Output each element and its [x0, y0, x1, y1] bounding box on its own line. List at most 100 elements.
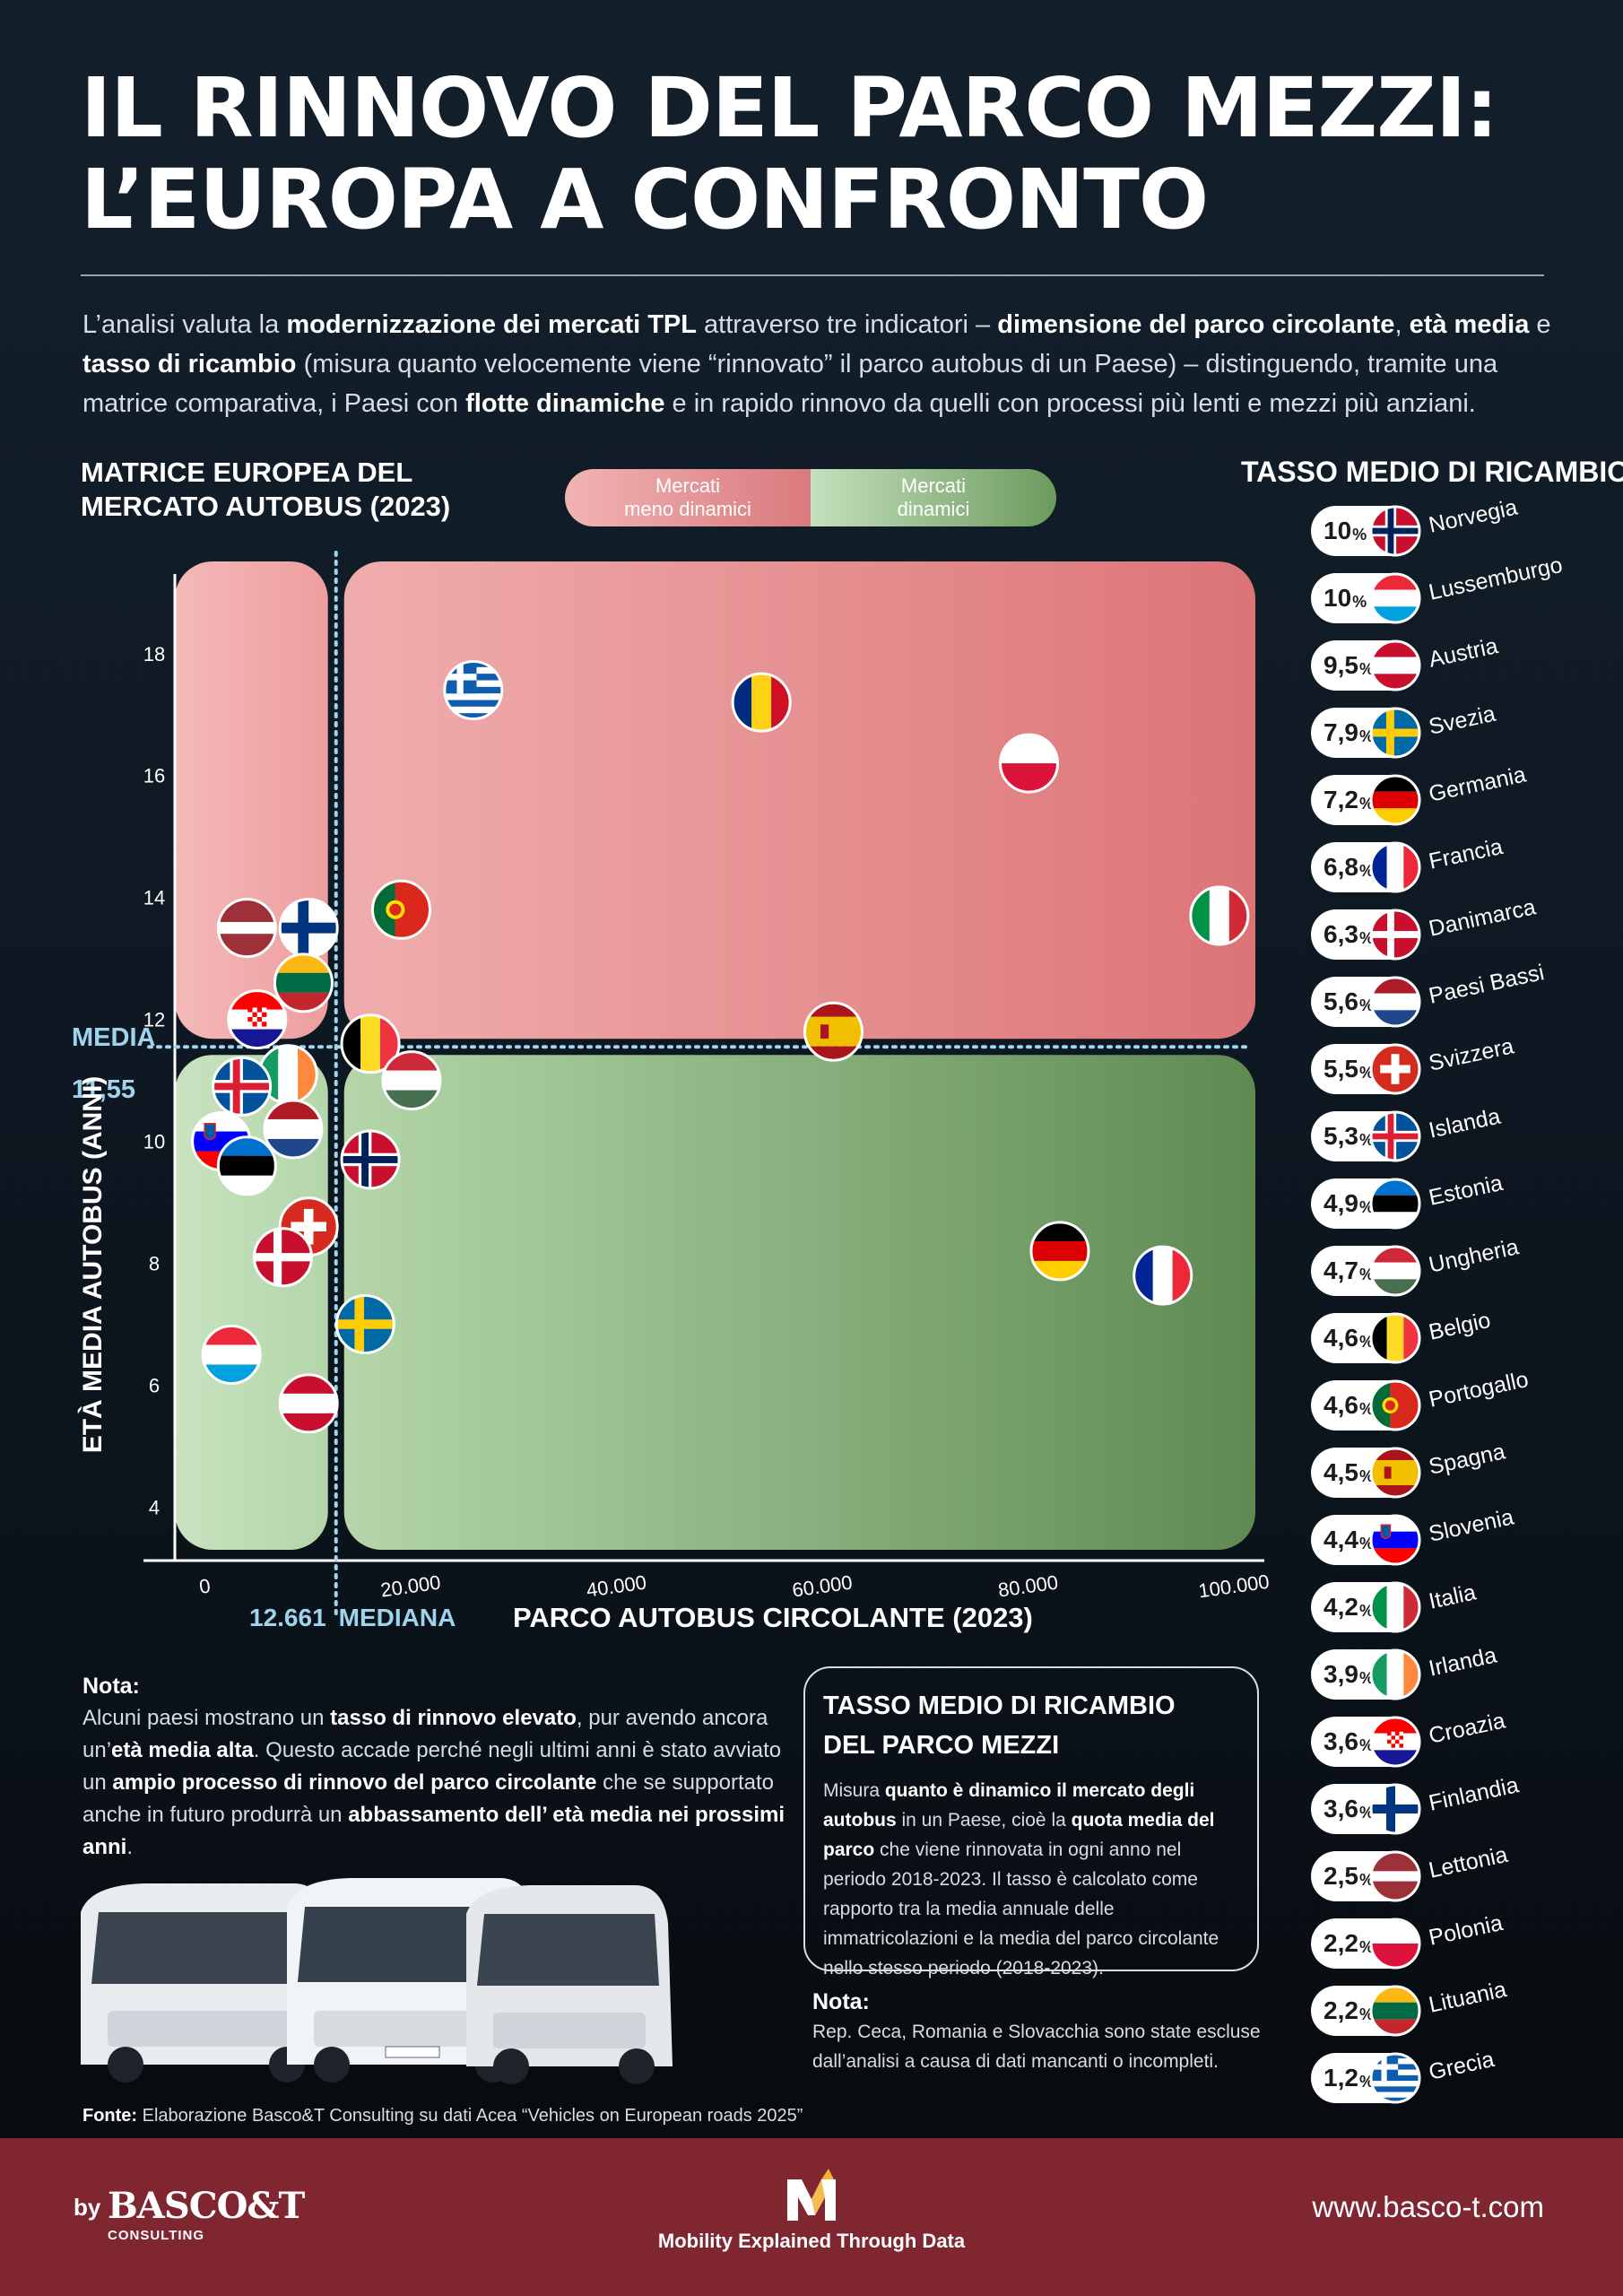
note-high-renewal: Nota: Alcuni paesi mostrano un tasso di …: [82, 1670, 791, 1864]
title-line-2: L’EUROPA A CONFRONTO: [81, 152, 1209, 248]
rate-item: 4,5% Spagna: [1311, 1439, 1616, 1499]
title-line-1: IL RINNOVO DEL PARCO MEZZI:: [81, 60, 1498, 156]
matrix-title: MATRICE EUROPEA DEL MERCATO AUTOBUS (202…: [81, 456, 457, 524]
flag-slovenia-icon: [1369, 1514, 1421, 1566]
rate-item: 5,6% Paesi Bassi: [1311, 960, 1616, 1028]
note-text: , pur avendo ancora un’: [82, 1706, 768, 1762]
rate-item: 1,2% Grecia: [1311, 2047, 1616, 2104]
page-title: IL RINNOVO DEL PARCO MEZZI: L’EUROPA A C…: [81, 60, 1498, 248]
note-text: Alcuni paesi mostrano un: [82, 1706, 331, 1730]
website-link[interactable]: www.basco-t.com: [1312, 2190, 1544, 2223]
rate-number: 4,2: [1324, 1593, 1358, 1621]
rate-number: 2,5: [1324, 1862, 1358, 1890]
source-label: Fonte:: [82, 2106, 138, 2126]
note-heading: Nota:: [82, 1674, 140, 1699]
point-germany: [1029, 1221, 1090, 1282]
rate-item: 4,4% Slovenia: [1311, 1504, 1616, 1566]
rate-number: 4,5: [1324, 1458, 1358, 1486]
intro-bold: modernizzazione dei mercati TPL: [286, 310, 697, 339]
rate-item: 6,3% Danimarca: [1311, 894, 1616, 961]
point-romania: [731, 672, 792, 733]
y-tick-label: 8: [149, 1253, 160, 1275]
note-bold: abbassamento dell’ età media nei prossim…: [82, 1803, 785, 1859]
flag-croatia-icon: [1369, 1716, 1421, 1768]
rate-number: 1,2: [1324, 2064, 1358, 2092]
intro-bold: età media: [1409, 310, 1530, 339]
brand-subtitle: CONSULTING: [108, 2228, 205, 2243]
rate-number: 10: [1324, 517, 1352, 544]
rate-number: 3,6: [1324, 1727, 1358, 1755]
y-tick-label: 18: [143, 643, 165, 665]
rate-item: 5,5% Svizzera: [1311, 1033, 1616, 1095]
x-tick-label: 60.000: [791, 1571, 854, 1602]
quadrant-large-young: [343, 1055, 1255, 1550]
note-bold: età media alta: [111, 1738, 254, 1762]
flag-switzerland-icon: [1369, 1043, 1421, 1095]
rate-country: Svezia: [1426, 700, 1498, 740]
intro-text: ,: [1394, 310, 1410, 339]
definition-text: Misura quanto è dinamico il mercato degl…: [823, 1776, 1239, 1983]
flag-estonia-icon: [1369, 1178, 1421, 1230]
intro-bold: flotte dinamiche: [465, 389, 665, 418]
flag-italy-icon: [1369, 1581, 1421, 1633]
median-label: 12.661 MEDIANA: [249, 1604, 456, 1632]
point-denmark: [253, 1227, 313, 1288]
point-portugal: [370, 879, 431, 940]
rate-item: 7,2% Germania: [1311, 761, 1616, 826]
mean-age-label: MEDIA 11,55: [72, 1012, 155, 1116]
flag-hungary-icon: [1369, 1245, 1421, 1297]
point-austria: [278, 1373, 339, 1434]
rate-number: 4,4: [1324, 1526, 1358, 1553]
point-estonia: [216, 1135, 277, 1196]
rate-unit: %: [1352, 592, 1367, 611]
point-greece: [443, 660, 504, 721]
point-latvia: [216, 898, 277, 959]
rate-country: Irlanda: [1426, 1642, 1499, 1682]
rate-item: 4,6% Belgio: [1311, 1308, 1616, 1364]
rate-country: Italia: [1426, 1579, 1479, 1614]
flag-portugal-icon: [1369, 1379, 1421, 1431]
rate-item: 2,2% Polonia: [1311, 1910, 1616, 1970]
rate-item: 4,7% Ungheria: [1311, 1234, 1616, 1297]
rate-item: 9,5% Austria: [1311, 633, 1616, 691]
legend-dynamic: Mercati dinamici: [811, 469, 1056, 526]
flag-latvia-icon: [1369, 1850, 1421, 1902]
rate-item: 3,6% Finlandia: [1311, 1772, 1616, 1835]
point-croatia: [227, 989, 288, 1050]
rate-item: 4,9% Estonia: [1311, 1170, 1616, 1230]
intro-text: (misura quanto velocemente viene “rinnov…: [82, 350, 1498, 418]
rate-number: 6,3: [1324, 920, 1358, 948]
x-tick-label: 80.000: [996, 1571, 1059, 1602]
rate-item: 4,6% Portogallo: [1311, 1367, 1616, 1431]
matrix-title-line-2: MERCATO AUTOBUS (2023): [81, 491, 451, 522]
note-bold: ampio processo di rinnovo del parco circ…: [112, 1770, 597, 1795]
x-tick-label: 0: [198, 1574, 213, 1597]
flag-norway-icon: [1369, 505, 1421, 557]
flag-poland-icon: [1369, 1918, 1421, 1970]
definition-title-line-2: DEL PARCO MEZZI: [823, 1731, 1060, 1760]
x-tick-label: 40.000: [585, 1571, 647, 1602]
rate-number: 7,2: [1324, 786, 1358, 813]
note-excluded: Nota: Rep. Ceca, Romania e Slovacchia so…: [812, 1987, 1261, 2076]
flag-iceland-icon: [1369, 1110, 1421, 1162]
intro-bold: dimensione del parco circolante: [997, 310, 1395, 339]
flag-belgium-icon: [1369, 1312, 1421, 1364]
brand-logo: BASCO&T: [108, 2185, 305, 2227]
rate-number: 3,9: [1324, 1660, 1358, 1688]
intro-bold: tasso di ricambio: [82, 350, 297, 378]
rate-number: 5,5: [1324, 1055, 1358, 1083]
rate-number: 3,6: [1324, 1795, 1358, 1822]
definition-box: TASSO MEDIO DI RICAMBIO DEL PARCO MEZZI …: [803, 1666, 1259, 1979]
intro-text: L’analisi valuta la: [82, 310, 287, 339]
rate-item: 5,3% Islanda: [1311, 1104, 1616, 1162]
flag-ireland-icon: [1369, 1648, 1421, 1700]
point-spain: [803, 1001, 864, 1062]
y-tick-label: 10: [143, 1131, 165, 1153]
intro-text: attraverso tre indicatori –: [696, 310, 998, 339]
footer-by: by: [74, 2194, 101, 2221]
rate-country: Grecia: [1426, 2047, 1497, 2085]
flag-finland-icon: [1369, 1783, 1421, 1835]
source-text: Elaborazione Basco&T Consulting su dati …: [137, 2106, 803, 2126]
median-text: MEDIANA: [338, 1604, 456, 1631]
